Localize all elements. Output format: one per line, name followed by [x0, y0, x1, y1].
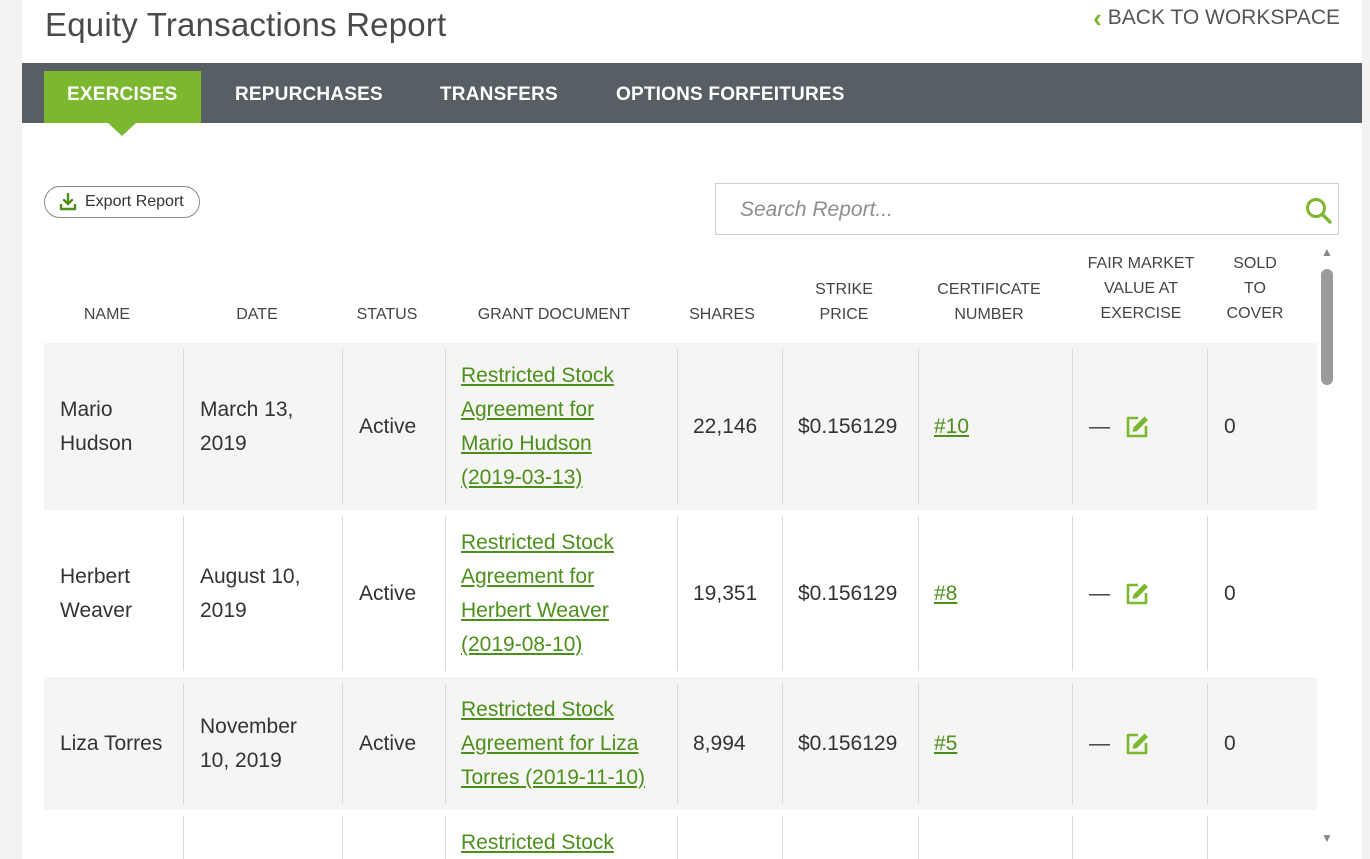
fmv-value: —: [1089, 414, 1110, 438]
edit-icon[interactable]: [1124, 414, 1150, 440]
cell-grant-document: Restricted Stock Agreement for Herbert W…: [445, 516, 675, 671]
column-header-fmv-line3: EXERCISE: [1100, 305, 1182, 322]
column-header-certificate-number[interactable]: CERTIFICATE NUMBER: [927, 277, 1051, 327]
cell-strike-price: $0.156129: [782, 516, 918, 671]
cell-fair-market-value: [1072, 816, 1191, 859]
back-to-workspace-link[interactable]: ‹ BACK TO WORKSPACE: [1093, 5, 1340, 31]
back-to-workspace-label: BACK TO WORKSPACE: [1107, 6, 1340, 29]
edit-icon[interactable]: [1124, 581, 1150, 607]
grant-document-link[interactable]: Restricted Stock Agreement for Liza Torr…: [461, 697, 646, 789]
column-header-certificate-line1: CERTIFICATE: [937, 281, 1041, 298]
column-header-strike-price[interactable]: STRIKE PRICE: [804, 277, 884, 327]
cell-certificate: [918, 816, 1055, 859]
edit-icon[interactable]: [1124, 731, 1150, 757]
cell-status: Active: [342, 516, 445, 671]
cell-date: August 10, 2019: [183, 516, 340, 671]
cell-shares: [677, 816, 766, 859]
search-input[interactable]: [738, 192, 1282, 228]
cell-certificate: #8: [918, 516, 1070, 671]
grant-document-link[interactable]: Restricted Stock Agreement for Mario Hud…: [461, 363, 614, 489]
chevron-left-icon: ‹: [1093, 3, 1102, 33]
column-header-date[interactable]: DATE: [236, 306, 278, 323]
tab-exercises[interactable]: EXERCISES: [44, 71, 201, 136]
cell-date: [183, 816, 324, 859]
scroll-down-arrow-icon[interactable]: ▼: [1321, 831, 1333, 845]
cell-sold-to-cover: 0: [1207, 516, 1314, 671]
cell-strike-price: $0.156129: [782, 683, 918, 804]
cell-sold-to-cover: [1207, 816, 1298, 859]
cell-grant-document: Restricted Stock Agreement for Liza Torr…: [445, 683, 675, 804]
column-header-sold-to-cover[interactable]: SOLD TO COVER: [1220, 251, 1290, 326]
column-header-certificate-line2: NUMBER: [954, 306, 1024, 323]
cell-status: [342, 816, 429, 859]
cell-name: Mario Hudson: [60, 397, 133, 455]
column-header-sold-line1: SOLD: [1233, 255, 1277, 272]
search-icon[interactable]: [1304, 196, 1334, 226]
scroll-up-arrow-icon[interactable]: ▲: [1321, 245, 1333, 259]
cell-shares: 22,146: [677, 349, 781, 504]
cell-fair-market-value: —: [1072, 683, 1207, 804]
column-header-grant-document[interactable]: GRANT DOCUMENT: [477, 306, 631, 323]
column-header-fmv-line1: FAIR MARKET: [1087, 255, 1195, 272]
cell-certificate: #10: [918, 349, 1070, 504]
cell-fair-market-value: —: [1072, 516, 1207, 671]
column-header-sold-line2: TO: [1244, 280, 1266, 297]
tab-bar: EXERCISES REPURCHASES TRANSFERS OPTIONS …: [22, 63, 1362, 136]
search-box: [715, 183, 1339, 235]
column-header-status[interactable]: STATUS: [356, 306, 418, 323]
table-row: Herbert Weaver August 10, 2019 Active Re…: [44, 510, 1317, 677]
cell-grant-document: Restricted Stock Agreement for Mario Hud…: [445, 349, 675, 504]
scrollbar-thumb[interactable]: [1321, 269, 1333, 385]
certificate-link[interactable]: #10: [934, 414, 970, 438]
certificate-link[interactable]: #8: [934, 581, 958, 605]
cell-grant-document: Restricted Stock: [445, 816, 675, 859]
cell-date: March 13, 2019: [183, 349, 340, 504]
column-header-fmv-line2: VALUE AT: [1103, 280, 1179, 297]
column-header-shares[interactable]: SHARES: [689, 306, 755, 323]
column-header-fair-market-value[interactable]: FAIR MARKET VALUE AT EXERCISE: [1077, 251, 1205, 326]
table-row: Liza Torres November 10, 2019 Active Res…: [44, 677, 1317, 810]
download-icon: [59, 193, 77, 211]
column-header-strike-price-line2: PRICE: [819, 306, 869, 323]
cell-certificate: #5: [918, 683, 1070, 804]
tab-options-forfeitures[interactable]: OPTIONS FORFEITURES: [616, 84, 845, 105]
cell-fair-market-value: —: [1072, 349, 1207, 504]
fmv-value: —: [1089, 731, 1110, 755]
table-scrollbar[interactable]: ▲ ▼: [1319, 245, 1335, 845]
page-title: Equity Transactions Report: [45, 6, 447, 43]
grant-document-link[interactable]: Restricted Stock: [461, 831, 614, 854]
cell-strike-price: [782, 816, 903, 859]
tab-transfers[interactable]: TRANSFERS: [440, 84, 558, 105]
cell-sold-to-cover: 0: [1207, 349, 1314, 504]
cell-status: Active: [342, 683, 445, 804]
certificate-link[interactable]: #5: [934, 731, 958, 755]
column-header-strike-price-line1: STRIKE: [815, 281, 873, 298]
export-report-button[interactable]: Export Report: [44, 186, 200, 218]
tab-repurchases[interactable]: REPURCHASES: [235, 84, 383, 105]
cell-name: Liza Torres: [60, 731, 163, 755]
column-header-sold-line3: COVER: [1226, 305, 1284, 322]
cell-strike-price: $0.156129: [782, 349, 918, 504]
cell-shares: 19,351: [677, 516, 781, 671]
report-panel: Equity Transactions Report ‹ BACK TO WOR…: [22, 0, 1362, 859]
cell-date: November 10, 2019: [183, 683, 340, 804]
export-report-label: Export Report: [85, 193, 184, 210]
table-row: Restricted Stock: [44, 810, 1317, 859]
cell-status: Active: [342, 349, 445, 504]
fmv-value: —: [1089, 581, 1110, 605]
cell-shares: 8,994: [677, 683, 781, 804]
grant-document-link[interactable]: Restricted Stock Agreement for Herbert W…: [461, 530, 614, 656]
cell-name: Herbert Weaver: [60, 564, 132, 622]
cell-sold-to-cover: 0: [1207, 683, 1314, 804]
table-row: Mario Hudson March 13, 2019 Active Restr…: [44, 343, 1317, 510]
column-header-name[interactable]: NAME: [83, 306, 131, 323]
